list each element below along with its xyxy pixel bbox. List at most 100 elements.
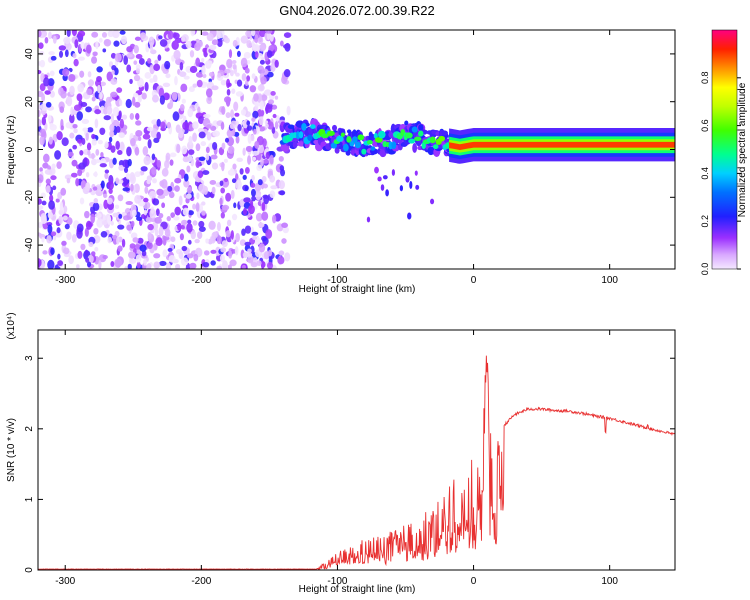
spectrogram-x-tick-label: 0 (471, 275, 477, 286)
noise-speckle (83, 157, 88, 162)
noise-speckle (282, 226, 289, 234)
noise-speckle (269, 175, 276, 183)
colorbar: 0.0 0.2 0.4 0.6 0.8 Normalized spectral ampl… (700, 29, 748, 275)
noise-speckle (221, 240, 228, 248)
noise-speckle (206, 33, 214, 42)
noise-speckle (110, 145, 116, 153)
noise-speckle (115, 177, 120, 185)
noise-speckle (60, 187, 67, 196)
noise-speckle (71, 159, 78, 167)
noise-speckle (224, 37, 230, 44)
noise-speckle (231, 213, 238, 221)
noise-speckle (117, 245, 123, 252)
noise-speckle (246, 125, 253, 131)
noise-speckle (279, 165, 285, 172)
noise-speckle (155, 237, 163, 246)
noise-speckle (251, 117, 256, 122)
noise-speckle (202, 47, 207, 53)
noise-speckle (79, 150, 84, 156)
noise-speckle (211, 162, 219, 170)
noise-speckle (152, 198, 160, 206)
noise-speckle (111, 234, 117, 240)
noise-speckle (196, 79, 203, 88)
noise-speckle (95, 149, 100, 156)
noise-speckle (58, 45, 67, 51)
noise-speckle (152, 94, 159, 103)
noise-speckle (100, 231, 108, 238)
noise-speckle (70, 172, 78, 178)
noise-speckle (216, 235, 222, 245)
noise-speckle (205, 146, 210, 154)
noise-speckle (265, 105, 273, 113)
noise-speckle (156, 118, 161, 127)
signal-cell (404, 120, 409, 126)
noise-speckle (93, 198, 99, 204)
noise-speckle (252, 156, 257, 161)
noise-speckle (188, 149, 195, 155)
noise-speckle (129, 171, 135, 182)
noise-speckle (43, 77, 50, 87)
noise-speckle (242, 174, 247, 180)
snr-y-axis: 0 1 2 3 (24, 355, 675, 573)
noise-speckle (42, 250, 48, 255)
noise-speckle (57, 253, 61, 260)
noise-speckle (110, 52, 116, 59)
noise-speckle (228, 250, 233, 259)
noise-speckle (257, 179, 263, 186)
noise-speckle (130, 183, 134, 192)
noise-speckle (137, 95, 142, 103)
noise-speckle (64, 174, 72, 180)
noise-speckle (61, 137, 69, 147)
noise-speckle (278, 250, 285, 256)
noise-speckle (220, 187, 226, 194)
noise-speckle (158, 212, 164, 219)
noise-speckle (232, 64, 237, 70)
noise-speckle (251, 73, 256, 80)
noise-speckle (118, 213, 123, 219)
noise-speckle (84, 249, 89, 256)
noise-speckle (132, 237, 139, 243)
noise-speckle (229, 69, 234, 77)
noise-speckle (185, 40, 192, 49)
noise-speckle (252, 235, 258, 240)
noise-speckle (108, 136, 113, 143)
noise-speckle (225, 112, 231, 119)
noise-speckle (144, 72, 152, 79)
noise-speckle (91, 152, 95, 160)
noise-speckle (270, 185, 278, 190)
noise-speckle (134, 171, 141, 178)
noise-speckle (60, 125, 64, 131)
noise-speckle (260, 260, 265, 269)
noise-speckle (272, 113, 277, 119)
noise-speckle (226, 58, 233, 69)
noise-speckle (42, 162, 49, 169)
noise-speckle (149, 78, 154, 83)
snr-x-tick-label: 100 (601, 576, 618, 587)
noise-speckle (158, 226, 164, 237)
noise-speckle (286, 105, 291, 116)
signal-cell (407, 212, 412, 220)
noise-speckle (156, 159, 162, 168)
noise-speckle (39, 136, 45, 146)
noise-speckle (153, 63, 161, 72)
noise-speckle (161, 167, 169, 177)
noise-speckle (176, 143, 181, 154)
noise-speckle (48, 31, 52, 40)
signal-band (279, 118, 675, 223)
noise-speckle (100, 180, 105, 189)
noise-speckle (284, 252, 291, 262)
noise-speckle (210, 260, 216, 266)
spectrogram-x-axis: -300 -200 -100 0 100 (55, 30, 618, 286)
noise-speckle (257, 222, 265, 228)
noise-speckle (221, 204, 230, 211)
noise-speckle (133, 92, 139, 98)
noise-speckle (245, 30, 253, 38)
noise-speckle (267, 249, 273, 257)
noise-speckle (182, 121, 190, 131)
noise-speckle (220, 79, 227, 86)
noise-speckle (135, 120, 142, 126)
noise-speckle (259, 30, 267, 38)
noise-speckle (227, 264, 232, 269)
noise-speckle (71, 30, 77, 37)
